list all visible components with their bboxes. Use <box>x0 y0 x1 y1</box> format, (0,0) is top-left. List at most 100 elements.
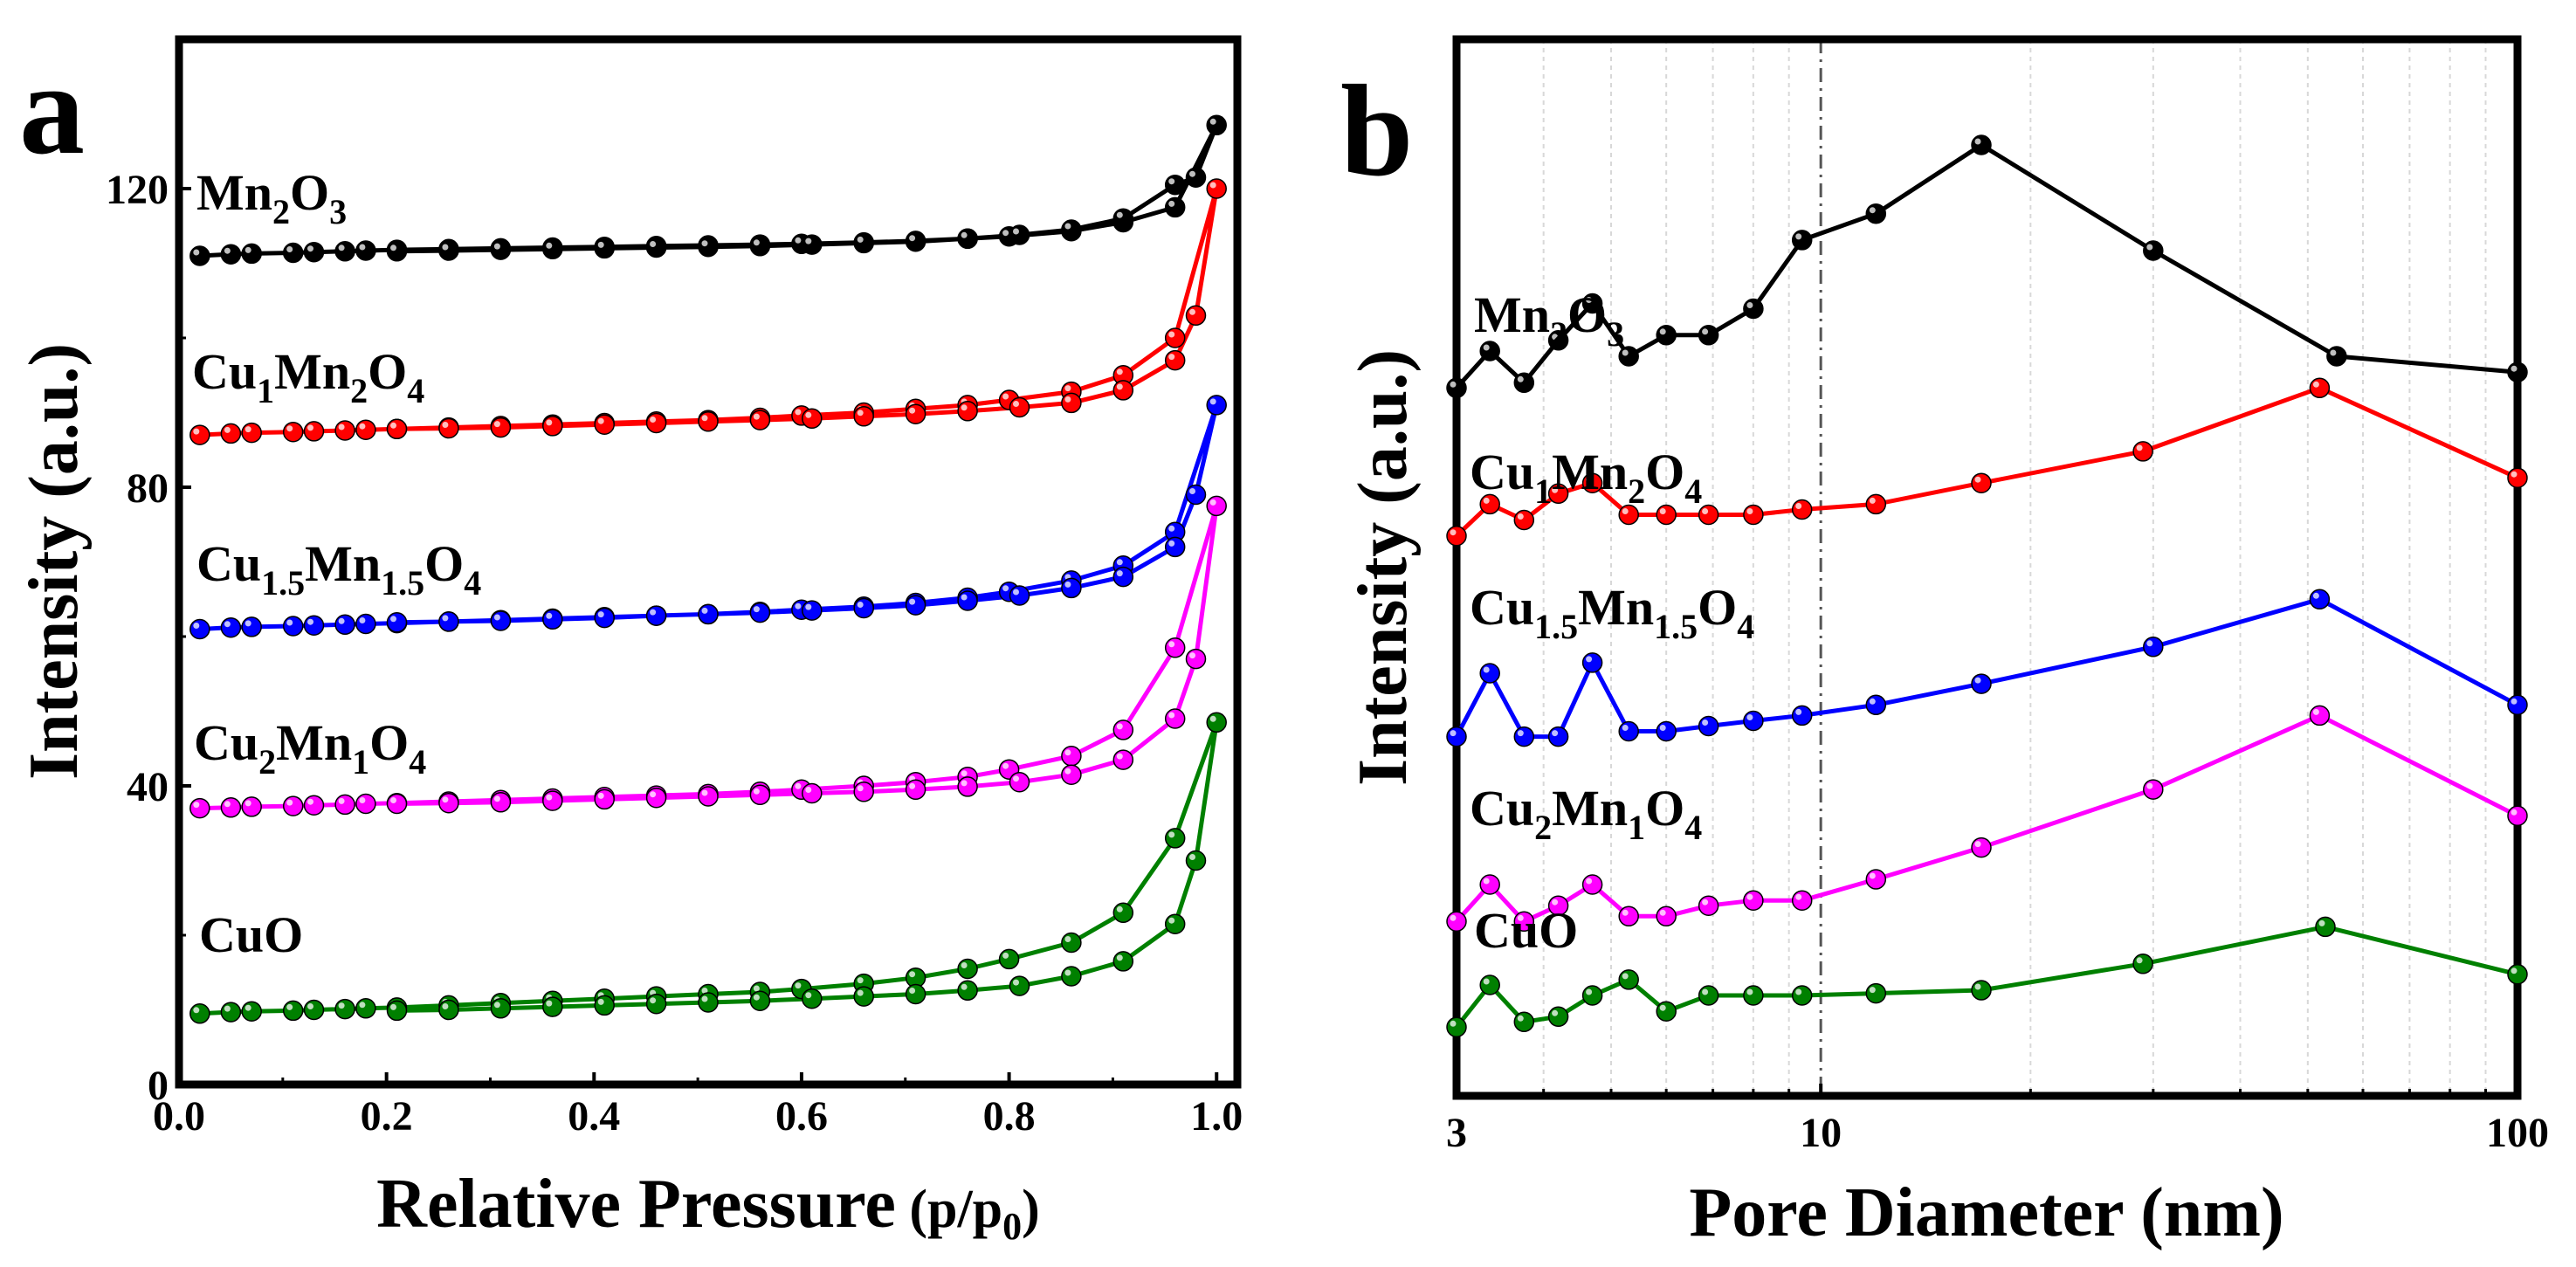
panel-b-series-point <box>1971 472 1992 493</box>
panel-b-frame <box>1452 35 2522 1100</box>
panel-a-series-point <box>355 240 376 261</box>
panel-a-series-point-highlight <box>1116 559 1123 566</box>
panel-b-label-Cu1Mn2O4: Cu1Mn2O4 <box>1470 444 1702 511</box>
panel-a-series-point <box>698 992 719 1013</box>
panel-a-x-tick-label: 0.0 <box>153 1093 205 1140</box>
panel-b-series-labels: Mn2O3 Cu1Mn2O4 Cu1.5Mn1.5O4 Cu2Mn1O4 CuO <box>1470 286 1754 959</box>
panel-a-series-point <box>189 245 210 266</box>
panel-a-series-point-highlight <box>1013 228 1019 235</box>
panel-b-series-point <box>2309 377 2331 399</box>
panel-b-series-point-highlight <box>2136 957 2143 964</box>
panel-a-series-point <box>1206 114 1227 136</box>
panel-a-series-point-highlight <box>805 238 812 244</box>
panel-a-series-point <box>355 613 376 635</box>
panel-a-series-point <box>905 231 926 252</box>
panel-b-series-point-highlight <box>1659 909 1666 916</box>
panel-a-series-point <box>189 797 210 819</box>
panel-b-series-point <box>1513 372 1535 394</box>
panel-a-series-point-highlight <box>1116 383 1123 390</box>
panel-b-series-point-highlight <box>1974 476 1981 483</box>
panel-a-series-point <box>282 242 304 264</box>
panel-a-series-point-highlight <box>193 249 200 256</box>
panel-a-series-point-highlight <box>1064 581 1071 588</box>
panel-a-series-point-highlight <box>753 985 760 992</box>
panel-a-series-point-highlight <box>857 989 864 996</box>
panel-b-series-point <box>1743 890 1764 911</box>
panel-a-series-point-highlight <box>245 246 251 253</box>
panel-a-series-point-highlight <box>805 787 812 793</box>
panel-a-series-point <box>645 993 667 1015</box>
panel-a-series-point-highlight <box>307 424 313 431</box>
panel-a-series-point-highlight <box>650 417 657 423</box>
panel-a-series-point-highlight <box>1168 200 1175 207</box>
panel-a-series-point <box>303 241 325 263</box>
panel-a-series-point <box>1061 932 1082 954</box>
panel-a-series-point <box>853 406 874 427</box>
panel-b-series-point <box>1791 499 1813 520</box>
panel-a-series-point <box>220 423 242 444</box>
panel-b-series-point <box>1743 504 1764 526</box>
panel-a-series-point <box>1009 396 1030 418</box>
panel-a-series-point <box>645 605 667 626</box>
panel-a-series-point-highlight <box>857 977 864 984</box>
panel-a-series-point <box>1112 951 1134 972</box>
panel-a-series-point-highlight <box>753 413 760 420</box>
panel-a-series-point <box>1009 224 1030 245</box>
panel-b-series-point <box>1581 874 1603 895</box>
panel-a-series-point-highlight <box>1064 223 1071 230</box>
panel-a-series-point-highlight <box>390 797 396 803</box>
panel-a-series-point-highlight <box>597 998 604 1005</box>
panel-b-series-point-highlight <box>1659 1004 1666 1011</box>
panel-a-series-point <box>802 600 823 621</box>
panel-b-series-point-highlight <box>1869 698 1876 705</box>
panel-a-series-point-highlight <box>597 792 604 799</box>
panel-b-series-point <box>1513 726 1535 747</box>
panel-a-series-point-highlight <box>597 417 604 424</box>
panel-b-series-point <box>1971 980 1992 1001</box>
panel-a-series-point-highlight <box>390 1003 396 1010</box>
panel-b-series-point-highlight <box>1483 666 1490 673</box>
panel-b-series-point <box>1479 974 1500 995</box>
panel-a-series-point-highlight <box>546 612 553 619</box>
panel-b-series-point <box>1971 673 1992 694</box>
panel-a-series-point-highlight <box>245 1004 251 1011</box>
panel-a-label-Cu2Mn1O4: Cu2Mn1O4 <box>194 714 426 782</box>
panel-a-series-point-highlight <box>857 236 864 243</box>
panel-b-x-axis-title: Pore Diameter (nm) <box>1689 1174 2283 1251</box>
panel-a-series-point-highlight <box>650 791 657 798</box>
panel-a-series-point <box>1112 566 1134 588</box>
panel-a-series-point <box>1164 196 1186 218</box>
panel-b-series-point <box>2315 916 2336 938</box>
panel-a-series-point <box>1112 749 1134 770</box>
panel-a-series-point <box>220 244 242 265</box>
panel-a-series-point <box>802 782 823 804</box>
panel-a-series-point <box>438 999 459 1021</box>
panel-b-series-point-highlight <box>1702 328 1709 335</box>
panel-a-label-Cu1Mn2O4: Cu1Mn2O4 <box>192 343 424 410</box>
panel-a-label-CuO: CuO <box>199 906 303 963</box>
panel-b-series-point <box>2507 805 2528 827</box>
panel-b-x-tick-label: 10 <box>1800 1110 1842 1156</box>
panel-a-series-point <box>1061 764 1082 785</box>
panel-a-series-point <box>1061 219 1082 240</box>
panel-a-series-point-highlight <box>1189 854 1195 860</box>
panel-a-series-point <box>957 980 978 1002</box>
panel-a-x-tick-label: 0.6 <box>775 1093 828 1140</box>
panel-a-series-point-highlight <box>701 240 708 247</box>
panel-a-series-point <box>1206 495 1227 517</box>
panel-a-series-point-highlight <box>1168 354 1175 361</box>
panel-b-series-point <box>1865 982 1887 1004</box>
panel-a-series-point <box>1185 484 1207 506</box>
panel-a-series-point-highlight <box>701 415 708 422</box>
panel-b-series-point <box>1971 134 1992 155</box>
panel-b-series-point-highlight <box>1702 988 1709 995</box>
panel-a-series-point-highlight <box>1168 178 1175 185</box>
panel-a-letter: a <box>19 37 85 182</box>
panel-a-series-point-highlight <box>224 426 231 433</box>
panel-b-series-point-highlight <box>1483 497 1490 504</box>
panel-b-series <box>1446 134 2528 1038</box>
panel-a-series-point-highlight <box>442 796 449 803</box>
panel-a-series-point-highlight <box>546 794 553 801</box>
panel-b-series-point <box>1581 985 1603 1006</box>
panel-b-x-tick-label: 3 <box>1446 1110 1467 1156</box>
